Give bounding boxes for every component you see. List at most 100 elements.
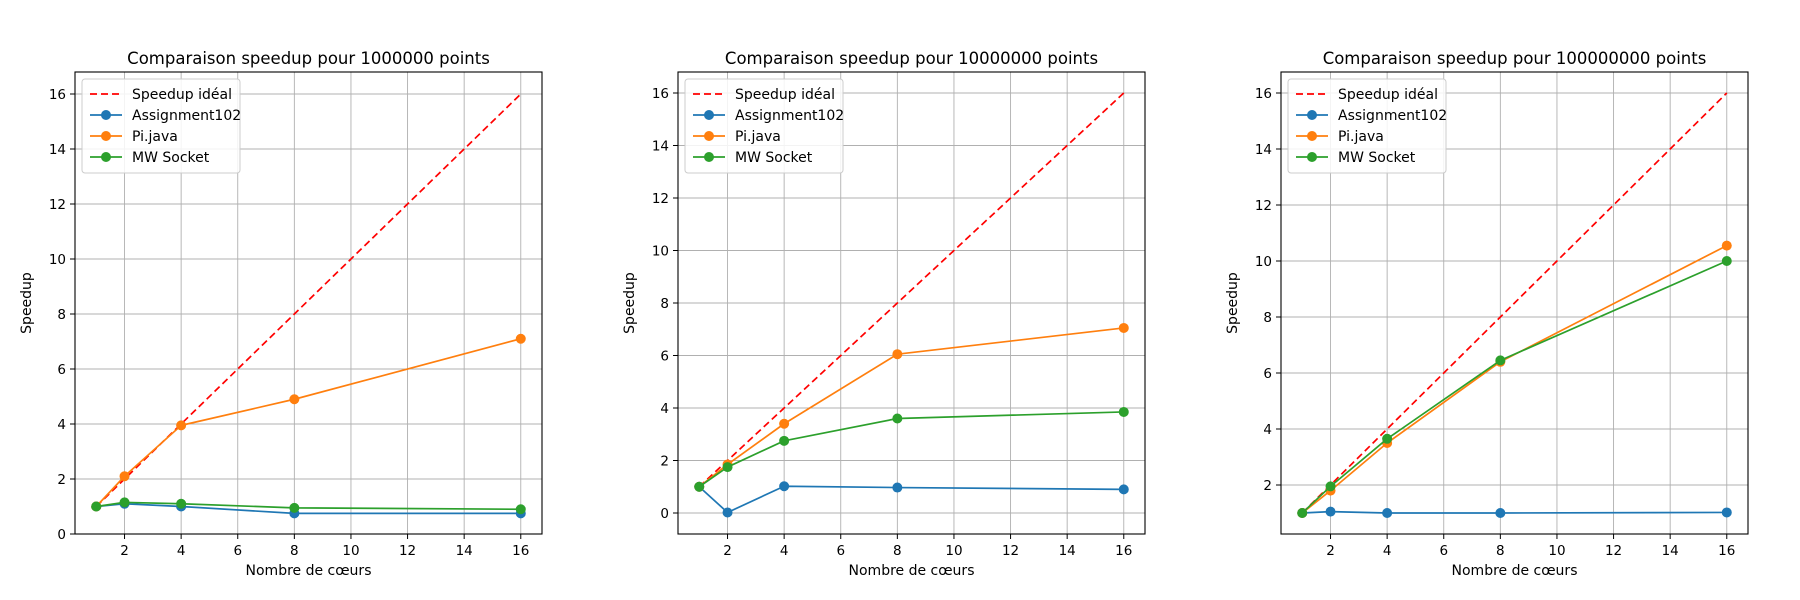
legend-label-pi-java: Pi.java (1338, 129, 1384, 145)
y-axis-label: Speedup (1225, 272, 1241, 334)
y-axis-label: Speedup (19, 272, 35, 334)
x-tick-label: 12 (1002, 543, 1019, 559)
data-point-mw-socket (1118, 406, 1129, 417)
data-point-assignment102 (1721, 507, 1732, 518)
data-point-assignment102 (779, 481, 790, 492)
y-tick-label: 0 (57, 527, 66, 543)
y-tick-label: 10 (652, 244, 669, 260)
legend-label-speedup-id-al: Speedup idéal (1338, 87, 1438, 103)
legend-label-assignment102: Assignment102 (1338, 108, 1447, 124)
data-point-mw-socket (289, 502, 300, 513)
chart-title: Comparaison speedup pour 1000000 points (127, 49, 490, 68)
series-line-pi-java (95, 337, 521, 508)
data-point-mw-socket (515, 504, 526, 515)
legend-label-pi-java: Pi.java (735, 129, 781, 145)
y-tick-label: 8 (660, 296, 669, 312)
data-point-pi-java (779, 418, 790, 429)
legend-marker-mw-socket (704, 152, 714, 162)
legend-marker-mw-socket (1307, 152, 1317, 162)
x-tick-label: 2 (1326, 543, 1335, 559)
x-tick-label: 10 (945, 543, 962, 559)
x-tick-label: 8 (893, 543, 902, 559)
y-tick-label: 16 (1255, 86, 1272, 102)
data-point-mw-socket (1297, 508, 1308, 518)
x-tick-label: 4 (177, 543, 186, 559)
y-tick-label: 2 (1263, 478, 1272, 494)
legend-label-assignment102: Assignment102 (735, 108, 844, 124)
x-tick-label: 8 (1496, 543, 1505, 559)
data-point-assignment102 (1325, 506, 1336, 517)
data-point-mw-socket (1721, 256, 1732, 266)
data-point-assignment102 (892, 482, 903, 493)
y-tick-label: 2 (57, 472, 66, 488)
y-tick-label: 12 (49, 197, 66, 213)
y-tick-label: 2 (660, 454, 669, 470)
data-point-mw-socket (1382, 433, 1393, 444)
y-tick-label: 10 (1255, 254, 1272, 270)
x-axis-label: Nombre de cœurs (1452, 563, 1578, 579)
series-line-assignment102 (1302, 510, 1727, 514)
legend: Speedup idéal Assignment102 Pi.java MW Sock… (1287, 78, 1447, 174)
y-tick-label: 14 (1255, 142, 1272, 158)
y-tick-label: 6 (57, 362, 66, 378)
y-tick-label: 8 (1263, 310, 1272, 326)
series-line-pi-java (698, 327, 1124, 488)
data-point-mw-socket (1325, 481, 1336, 492)
y-tick-label: 6 (660, 349, 669, 365)
x-tick-label: 6 (233, 543, 242, 559)
legend-box (1287, 78, 1447, 174)
data-point-assignment102 (1495, 508, 1506, 518)
legend-label-assignment102: Assignment102 (132, 108, 241, 124)
data-point-pi-java (289, 394, 300, 405)
y-tick-label: 14 (49, 142, 66, 158)
data-point-assignment102 (1382, 508, 1393, 518)
legend-label-mw-socket: MW Socket (1338, 150, 1416, 166)
data-point-pi-java (176, 420, 187, 431)
y-tick-label: 8 (57, 307, 66, 323)
legend-marker-pi-java (101, 131, 111, 141)
series-line-mw-socket (1301, 260, 1728, 514)
y-tick-label: 4 (57, 417, 66, 433)
x-tick-label: 10 (1548, 543, 1565, 559)
y-axis-label: Speedup (622, 272, 638, 334)
data-point-mw-socket (779, 435, 790, 446)
data-point-pi-java (119, 471, 130, 482)
data-point-mw-socket (91, 501, 102, 512)
data-point-mw-socket (119, 497, 130, 508)
x-tick-label: 4 (1383, 543, 1392, 559)
y-tick-label: 12 (1255, 198, 1272, 214)
x-tick-label: 6 (836, 543, 845, 559)
legend-label-speedup-id-al: Speedup idéal (132, 87, 232, 103)
x-tick-label: 14 (1059, 543, 1076, 559)
series-line-assignment102 (698, 485, 1124, 514)
legend-label-mw-socket: MW Socket (132, 150, 210, 166)
x-tick-label: 2 (723, 543, 732, 559)
axes-frame (677, 71, 1146, 535)
chart-panel-1: 2 4 6 8 10 12 14 16 0 2 4 6 8 10 12 14 16 Comparaison spe… (19, 49, 543, 579)
x-tick-label: 4 (780, 543, 789, 559)
data-point-mw-socket (722, 462, 733, 473)
data-point-mw-socket (1495, 355, 1506, 366)
data-point-pi-java (892, 349, 903, 360)
legend-marker-pi-java (1307, 131, 1317, 141)
legend-marker-pi-java (704, 131, 714, 141)
series-line-speedup-id-al (698, 92, 1125, 488)
data-point-assignment102 (1118, 484, 1129, 495)
axes-frame (74, 71, 543, 535)
x-tick-label: 16 (512, 543, 529, 559)
legend-marker-mw-socket (101, 152, 111, 162)
x-axis-label: Nombre de cœurs (246, 563, 372, 579)
x-tick-label: 14 (456, 543, 473, 559)
data-point-mw-socket (176, 498, 187, 509)
x-tick-label: 8 (290, 543, 299, 559)
data-point-mw-socket (892, 413, 903, 424)
series-line-mw-socket (698, 411, 1124, 488)
legend-box (684, 78, 844, 174)
x-tick-label: 10 (342, 543, 359, 559)
data-point-pi-java (1721, 240, 1732, 251)
data-point-pi-java (515, 333, 526, 344)
legend-label-mw-socket: MW Socket (735, 150, 813, 166)
chart-title: Comparaison speedup pour 10000000 points (725, 49, 1098, 68)
y-tick-label: 16 (652, 86, 669, 102)
